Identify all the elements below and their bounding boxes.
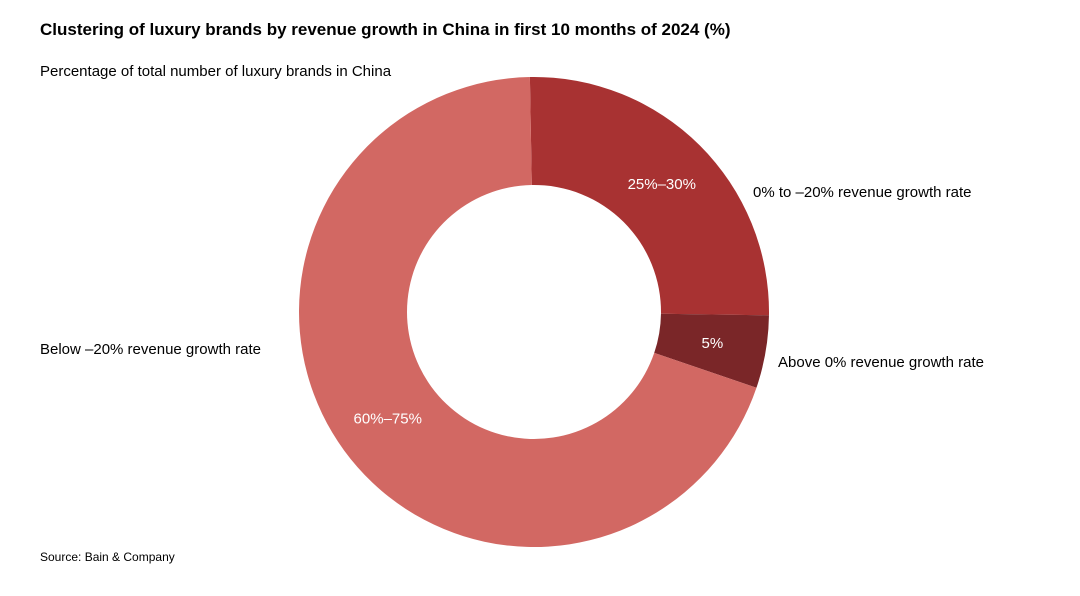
slice-value-label: 25%–30% xyxy=(628,176,696,193)
slice-above-0-revenue-growth-rate xyxy=(654,313,769,388)
slice-category-label: Above 0% revenue growth rate xyxy=(778,354,984,371)
slice-value-label: 5% xyxy=(702,335,724,352)
chart-title: Clustering of luxury brands by revenue g… xyxy=(40,20,731,39)
slice-0-to-20-revenue-growth-rate xyxy=(529,77,769,316)
slice-category-label: 0% to –20% revenue growth rate xyxy=(753,184,971,201)
donut-slices xyxy=(298,77,769,547)
slice-category-labels: 0% to –20% revenue growth rate Above 0% r… xyxy=(40,184,984,371)
slice-category-label: Below –20% revenue growth rate xyxy=(40,341,261,358)
slice-value-labels: 25%–30% 5% 60%–75% xyxy=(354,176,724,428)
source-note: Source: Bain & Company xyxy=(40,550,175,564)
slice-below-20-revenue-growth-rate xyxy=(298,77,757,547)
chart-subtitle: Percentage of total number of luxury bra… xyxy=(40,63,392,80)
slice-value-label: 60%–75% xyxy=(354,411,422,428)
